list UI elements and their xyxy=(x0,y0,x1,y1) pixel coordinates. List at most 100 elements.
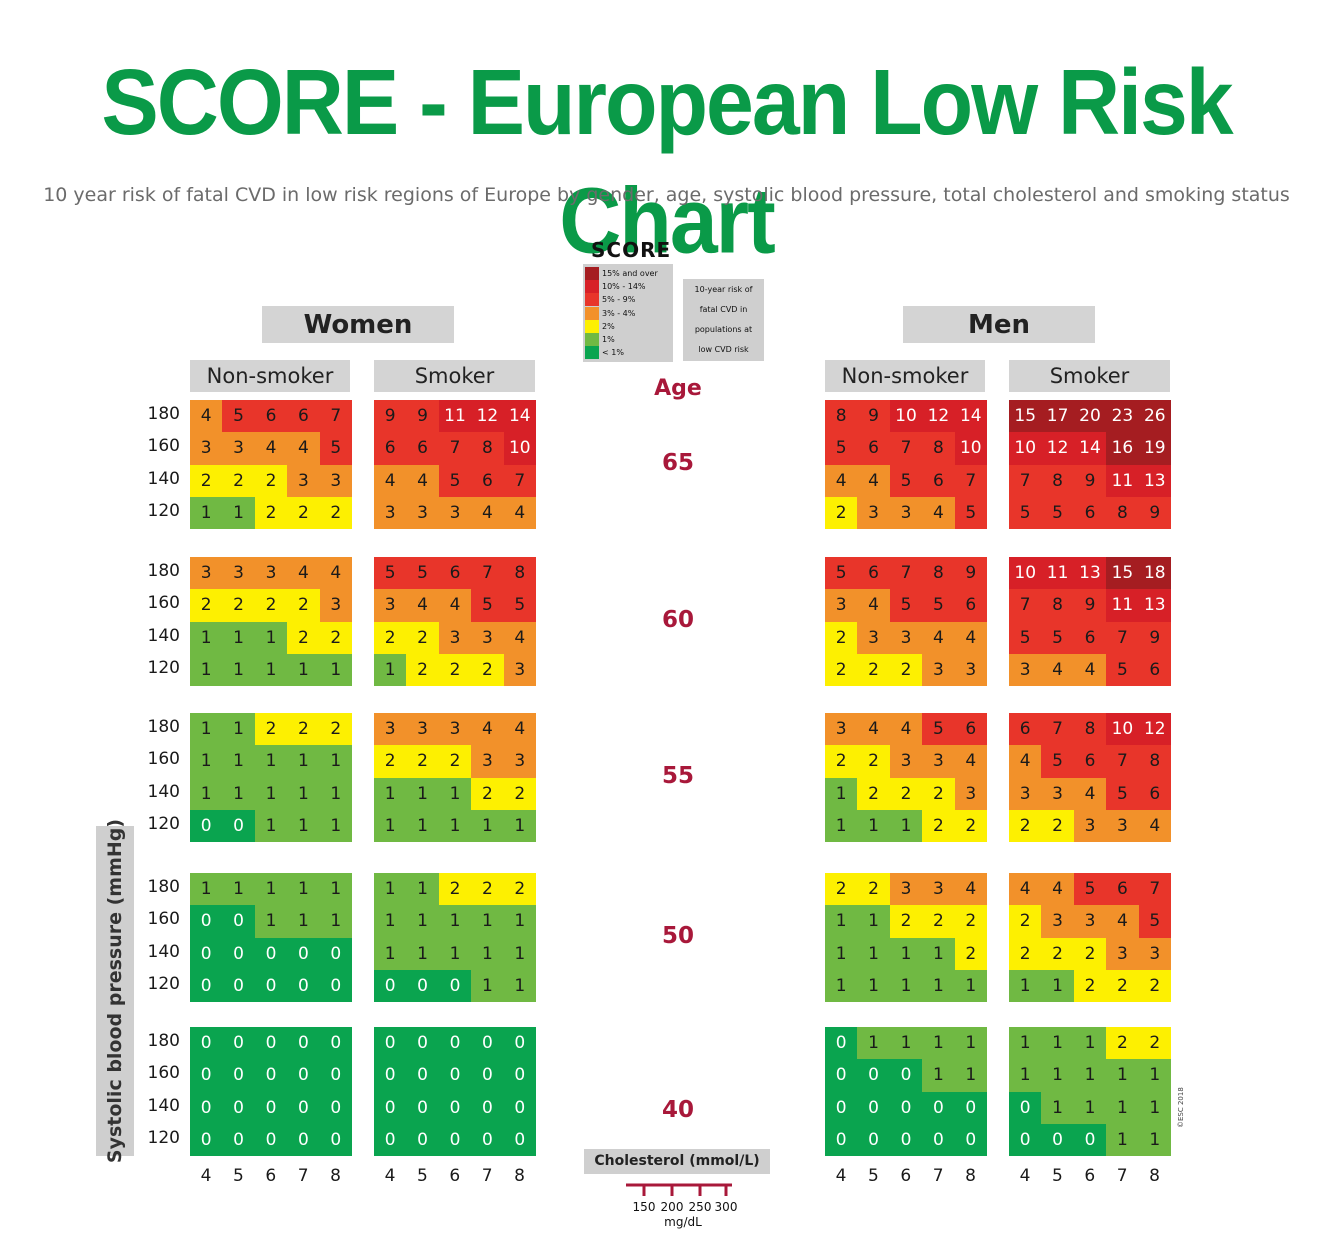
risk-cell: 6 xyxy=(857,432,890,465)
cholesterol-tick-label: 6 xyxy=(1084,1166,1096,1186)
risk-cell: 4 xyxy=(922,621,955,654)
risk-cell: 10 xyxy=(954,432,987,465)
risk-cell: 1 xyxy=(1041,1091,1074,1124)
risk-cell: 0 xyxy=(319,1091,352,1124)
risk-cell: 3 xyxy=(222,432,255,465)
risk-cell: 2 xyxy=(825,621,858,654)
risk-cell: 10 xyxy=(1106,713,1139,746)
mg-unit-label: mg/dL xyxy=(664,1215,702,1229)
risk-cell: 0 xyxy=(954,1123,987,1156)
bp-tick-label: 180 xyxy=(147,404,180,424)
legend-swatch xyxy=(585,280,599,294)
risk-cell: 0 xyxy=(954,1091,987,1124)
risk-cell: 1 xyxy=(406,937,439,970)
risk-cell: 2 xyxy=(1073,937,1107,970)
risk-cell: 1 xyxy=(254,905,288,938)
risk-cell: 10 xyxy=(889,400,923,433)
risk-cell: 3 xyxy=(825,713,858,746)
bp-tick-label: 160 xyxy=(147,749,180,770)
risk-cell: 2 xyxy=(406,653,439,686)
risk-cell: 5 xyxy=(406,557,439,590)
risk-cell: 2 xyxy=(922,777,955,810)
risk-cell: 1 xyxy=(222,621,255,654)
risk-cell: 4 xyxy=(1009,745,1042,778)
risk-cell: 3 xyxy=(406,713,439,746)
risk-cell: 1 xyxy=(503,809,536,842)
cholesterol-tick-label: 4 xyxy=(384,1166,396,1186)
risk-cell: 1 xyxy=(287,905,320,938)
risk-cell: 7 xyxy=(954,464,987,497)
risk-cell: 11 xyxy=(438,400,472,433)
risk-cell: 6 xyxy=(287,400,320,433)
risk-cell: 1 xyxy=(857,905,890,938)
risk-cell: 1 xyxy=(1073,1059,1107,1092)
risk-cell: 1 xyxy=(825,905,858,938)
risk-cell: 15 xyxy=(1106,557,1139,590)
risk-cell: 6 xyxy=(374,432,407,465)
legend-label: < 1% xyxy=(602,348,624,358)
risk-cell: 5 xyxy=(1073,873,1107,906)
risk-cell: 4 xyxy=(954,873,987,906)
risk-cell: 2 xyxy=(374,745,407,778)
risk-cell: 0 xyxy=(287,1059,320,1092)
legend-label: 2% xyxy=(602,321,615,331)
risk-cell: 1 xyxy=(954,1059,987,1092)
risk-cell: 2 xyxy=(1041,937,1074,970)
risk-cell: 1 xyxy=(374,937,407,970)
cholesterol-tick-label: 4 xyxy=(1019,1166,1031,1186)
cholesterol-tick-label: 7 xyxy=(297,1166,309,1186)
legend-item: < 1% xyxy=(585,346,671,360)
risk-cell: 1 xyxy=(222,713,255,746)
risk-cell: 1 xyxy=(438,777,472,810)
risk-cell: 1 xyxy=(190,873,223,906)
risk-cell: 3 xyxy=(889,873,923,906)
risk-cell: 2 xyxy=(825,653,858,686)
risk-cell: 7 xyxy=(1041,713,1074,746)
risk-cell: 1 xyxy=(954,1027,987,1060)
bp-tick-label: 140 xyxy=(147,468,180,489)
mg-tick-label: 250 xyxy=(688,1200,712,1214)
risk-cell: 3 xyxy=(1106,809,1139,842)
risk-cell: 3 xyxy=(889,496,923,529)
risk-cell: 5 xyxy=(825,432,858,465)
risk-cell: 10 xyxy=(503,432,536,465)
risk-cell: 2 xyxy=(954,905,987,938)
risk-cell: 4 xyxy=(1073,653,1107,686)
risk-cell: 0 xyxy=(190,1027,223,1060)
risk-cell: 10 xyxy=(1009,557,1042,590)
legend-label: 15% and over xyxy=(602,269,658,278)
risk-cell: 1 xyxy=(406,873,439,906)
legend-note-line: 10-year risk of xyxy=(694,285,753,294)
risk-cell: 6 xyxy=(471,464,504,497)
risk-cell: 5 xyxy=(954,496,987,529)
legend-label: 3% - 4% xyxy=(602,308,636,318)
risk-cell: 0 xyxy=(190,1091,223,1124)
risk-cell: 1 xyxy=(1138,1059,1171,1092)
risk-cell: 1 xyxy=(374,873,407,906)
risk-cell: 0 xyxy=(287,1027,320,1060)
risk-cell: 0 xyxy=(254,1027,288,1060)
risk-cell: 2 xyxy=(319,713,352,746)
y-axis-label-box: Systolic blood pressure (mmHg) xyxy=(96,819,134,1163)
risk-cell: 0 xyxy=(857,1091,890,1124)
risk-cell: 2 xyxy=(374,621,407,654)
risk-cell: 0 xyxy=(922,1123,955,1156)
risk-cell: 6 xyxy=(1138,777,1171,810)
risk-cell: 0 xyxy=(287,1123,320,1156)
risk-cell: 4 xyxy=(471,496,504,529)
risk-cell: 1 xyxy=(319,777,352,810)
risk-cell: 0 xyxy=(190,809,223,842)
risk-cell: 3 xyxy=(406,496,439,529)
risk-cell: 3 xyxy=(503,653,536,686)
risk-cell: 3 xyxy=(374,496,407,529)
risk-cell: 5 xyxy=(471,589,504,622)
cholesterol-tick-label: 7 xyxy=(481,1166,493,1186)
risk-cell: 6 xyxy=(1138,653,1171,686)
risk-cell: 0 xyxy=(825,1091,858,1124)
risk-cell: 4 xyxy=(287,557,320,590)
risk-cell: 1 xyxy=(406,809,439,842)
